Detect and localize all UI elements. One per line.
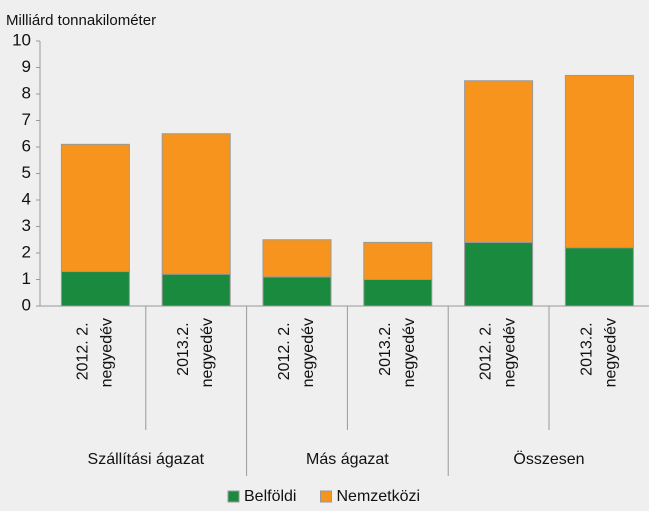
y-tick-label: 6 — [22, 136, 31, 155]
bar-segment — [60, 271, 130, 307]
x-tick-label-line: 2012. 2. — [276, 318, 293, 380]
x-tick-label-line: 2013.2. — [377, 318, 394, 376]
y-tick-label: 8 — [22, 83, 31, 102]
x-tick-label: 2013.2. negyedév — [175, 318, 216, 387]
x-tick-label-line: negyedév — [502, 318, 519, 387]
bar-segment — [564, 74, 634, 249]
y-tick-label: 2 — [22, 242, 31, 261]
x-tick-label-line: 2013.2. — [579, 318, 596, 376]
x-tick-label-line: negyedév — [99, 318, 116, 387]
bar-segment — [161, 273, 231, 307]
y-tick-label: 1 — [22, 269, 31, 288]
bar-segment — [564, 247, 634, 307]
bar-segment — [161, 133, 231, 275]
legend-label: Belföldi — [244, 488, 296, 505]
x-tick-label: 2012. 2. negyedév — [478, 318, 519, 387]
x-tick-label: 2013.2. negyedév — [579, 318, 620, 387]
y-axis-label: Milliárd tonnakilométer — [6, 12, 156, 29]
x-tick-label-line: negyedév — [300, 318, 317, 387]
x-tick-label-line: 2012. 2. — [75, 318, 92, 380]
group-label: Szállítási ágazat — [88, 451, 205, 468]
x-tick-label-line: 2012. 2. — [478, 318, 495, 380]
x-tick-label: 2012. 2. negyedév — [75, 318, 116, 387]
bar-segment — [262, 276, 332, 307]
bar-segment — [464, 80, 534, 243]
group-label: Más ágazat — [306, 451, 389, 468]
legend-label: Nemzetközi — [336, 488, 420, 505]
bar-segment — [363, 279, 433, 307]
y-tick-label: 4 — [22, 189, 31, 208]
x-tick-label-line: negyedév — [401, 318, 418, 387]
bar-segment — [262, 239, 332, 278]
x-tick-label-line: negyedév — [603, 318, 620, 387]
x-tick-label: 2012. 2. negyedév — [276, 318, 317, 387]
y-tick-label: 0 — [22, 295, 31, 314]
bar-segment — [464, 241, 534, 307]
y-tick-label: 5 — [22, 163, 31, 182]
bar-segment — [60, 143, 130, 273]
y-tick-label: 3 — [22, 216, 31, 235]
group-label: Összesen — [513, 450, 584, 468]
legend-swatch — [227, 490, 240, 503]
bar-segment — [363, 241, 433, 280]
x-tick-label-line: negyedév — [199, 318, 216, 387]
y-tick-label: 9 — [22, 57, 31, 76]
x-tick-label: 2013.2. negyedév — [377, 318, 418, 387]
legend-swatch — [319, 490, 332, 503]
y-tick-label: 7 — [22, 110, 31, 129]
y-tick-label: 10 — [12, 30, 31, 49]
x-tick-label-line: 2013.2. — [175, 318, 192, 376]
